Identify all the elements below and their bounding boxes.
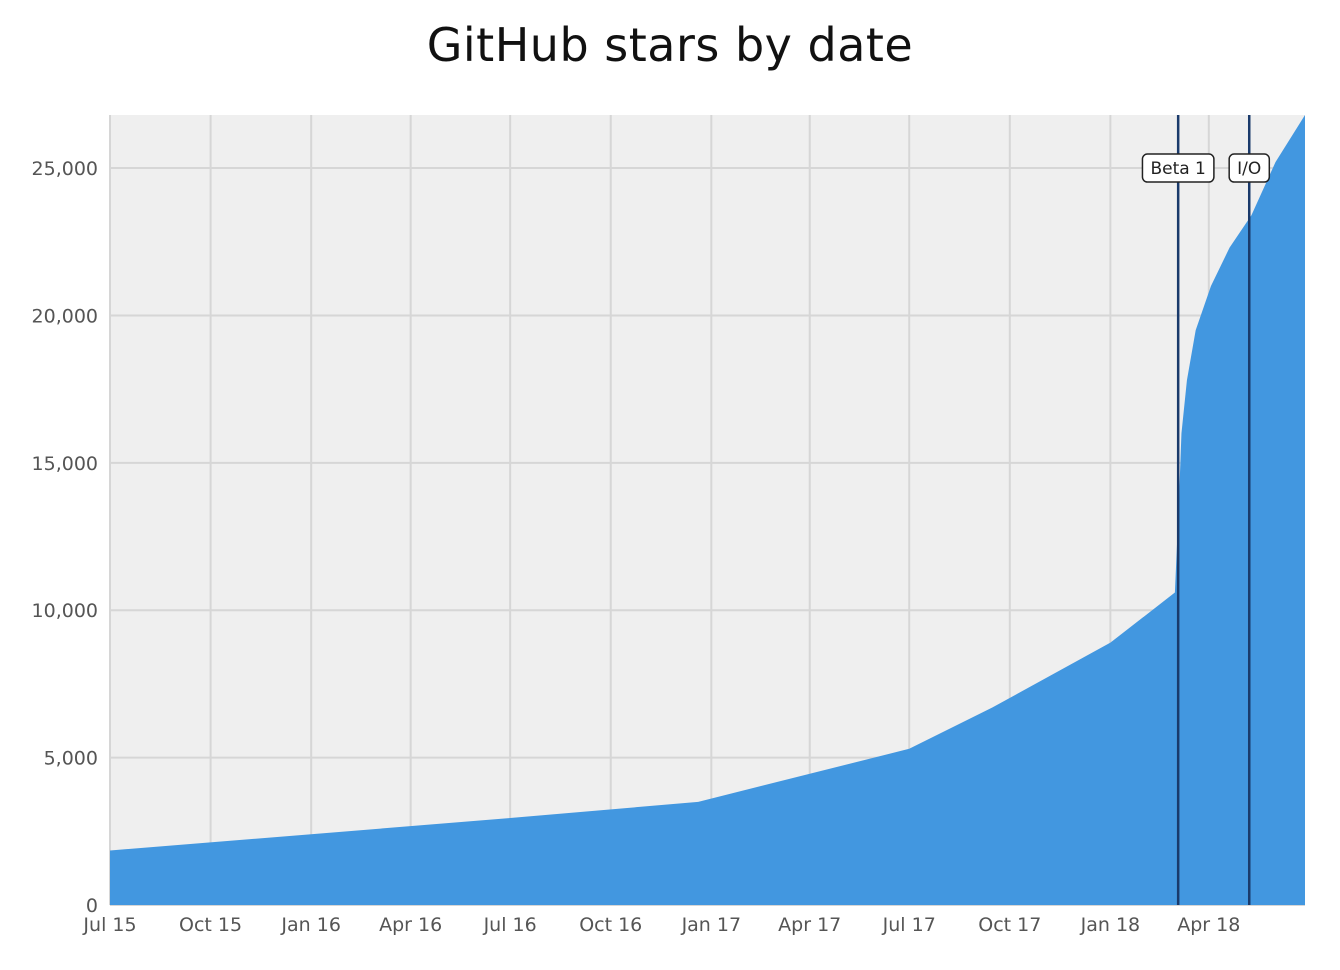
y-tick-label: 5,000	[44, 748, 98, 770]
event-label: Beta 1	[1150, 159, 1205, 179]
event-label-box: I/O	[1228, 153, 1271, 183]
y-axis-ticks: 0 5,000 10,000 15,000 20,000 25,000	[32, 158, 98, 917]
x-tick-label: Jan 18	[1080, 914, 1141, 936]
x-tick-label: Apr 17	[778, 914, 841, 936]
stars-area	[110, 115, 1305, 905]
x-tick-label: Apr 16	[379, 914, 442, 936]
x-tick-label: Oct 15	[179, 914, 242, 936]
x-tick-label: Jul 16	[483, 914, 537, 936]
event-label-background	[1228, 153, 1271, 183]
chart-title: GitHub stars by date	[426, 18, 914, 72]
x-tick-label: Jul 15	[82, 914, 136, 936]
y-tick-label: 15,000	[32, 453, 98, 475]
y-tick-label: 25,000	[32, 158, 98, 180]
event-markers: Beta 1 I/O	[1141, 115, 1271, 905]
x-tick-label: Jan 16	[280, 914, 341, 936]
event-label-background	[1141, 153, 1215, 183]
y-tick-label: 10,000	[32, 600, 98, 622]
x-tick-label: Oct 17	[978, 914, 1041, 936]
event-label-box: Beta 1	[1141, 153, 1215, 183]
y-tick-label: 20,000	[32, 305, 98, 327]
x-axis-ticks: Jul 15 Oct 15 Jan 16 Apr 16 Jul 16 Oct 16 Jan …	[82, 914, 1240, 936]
x-tick-label: Oct 16	[579, 914, 642, 936]
area-series	[110, 115, 1305, 905]
x-tick-label: Jul 17	[882, 914, 936, 936]
event-label: I/O	[1237, 159, 1261, 179]
x-tick-label: Apr 18	[1177, 914, 1240, 936]
x-tick-label: Jan 17	[681, 914, 742, 936]
y-tick-label: 0	[86, 895, 98, 917]
